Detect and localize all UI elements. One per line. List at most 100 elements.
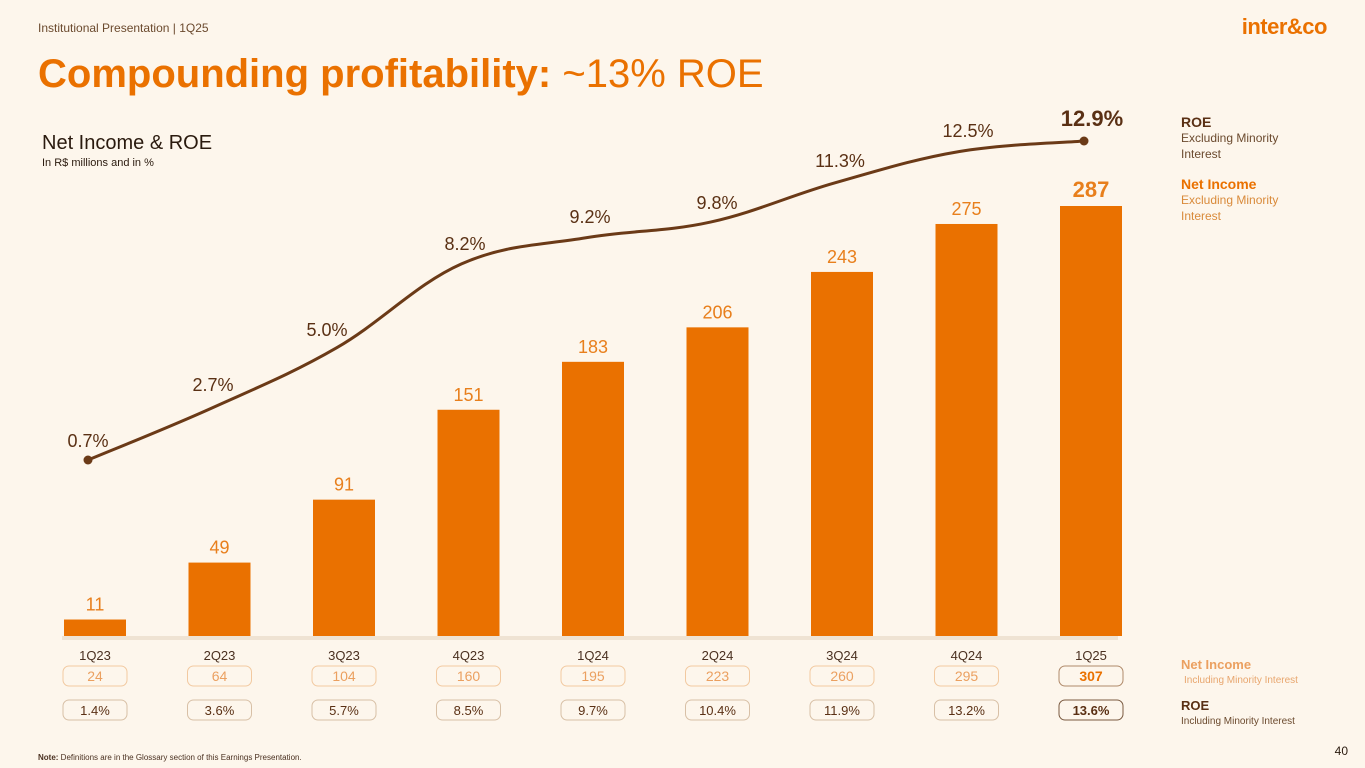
ni-incl-box-3Q24 <box>809 665 875 687</box>
roe-label-2Q23: 2.7% <box>192 375 233 395</box>
roe-label-3Q24: 11.3% <box>815 151 865 171</box>
roe-incl-value-1Q23: 1.4% <box>80 703 110 718</box>
category-label-1Q25: 1Q25 <box>1075 648 1107 663</box>
chart-subtitle: In R$ millions and in % <box>42 157 154 169</box>
legend-net-income-excluding: Net Income Excluding Minority Interest <box>1181 176 1301 224</box>
ni-incl-box-2Q23 <box>187 665 252 687</box>
footnote: Note: Definitions are in the Glossary se… <box>38 753 302 762</box>
roe-incl-box-3Q24 <box>809 699 875 721</box>
ni-incl-value-4Q23: 160 <box>457 668 481 684</box>
category-label-1Q23: 1Q23 <box>79 648 111 663</box>
bar-3Q24 <box>811 271 873 636</box>
page-title: Compounding profitability: ~13% ROE <box>38 52 764 97</box>
roe-incl-box-2Q23 <box>187 699 252 721</box>
bar-1Q23 <box>64 619 126 636</box>
legend-net-income-including-label: Net Income <box>1181 657 1252 672</box>
bar-label-2Q24: 206 <box>702 302 732 322</box>
footnote-text: Definitions are in the Glossary section … <box>58 753 302 762</box>
roe-incl-box-2Q24 <box>685 699 750 721</box>
chart-title: Net Income & ROE <box>42 132 213 154</box>
roe-incl-box-3Q23 <box>311 699 377 721</box>
page-title-bold: Compounding profitability: <box>38 52 552 96</box>
ni-incl-box-1Q24 <box>560 665 626 687</box>
bar-4Q23 <box>437 409 500 636</box>
roe-incl-box-1Q24 <box>560 699 626 721</box>
category-label-4Q24: 4Q24 <box>951 648 983 663</box>
x-axis-baseline <box>62 636 1118 640</box>
bar-label-3Q23: 91 <box>334 475 354 495</box>
bar-label-4Q24: 275 <box>951 199 981 219</box>
brand-logo: inter&co <box>1241 14 1328 39</box>
roe-incl-value-3Q24: 11.9% <box>824 703 860 718</box>
roe-label-2Q24: 9.8% <box>696 193 737 213</box>
roe-label-1Q25: 12.9% <box>1061 106 1123 131</box>
ni-incl-box-4Q23 <box>436 665 501 687</box>
ni-incl-box-1Q23 <box>62 665 128 687</box>
ni-incl-value-4Q24: 295 <box>955 668 979 684</box>
ni-incl-value-3Q24: 260 <box>830 668 854 684</box>
page-title-light: ~13% ROE <box>551 52 764 96</box>
ni-incl-value-2Q24: 223 <box>706 668 730 684</box>
footnote-label: Note: <box>38 753 59 762</box>
legend-roe-excluding-desc: Excluding Minority Interest <box>1181 131 1279 161</box>
category-label-3Q24: 3Q24 <box>826 648 858 663</box>
roe-incl-value-4Q24: 13.2% <box>948 703 985 718</box>
roe-label-3Q23: 5.0% <box>306 320 347 340</box>
roe-point-start <box>83 455 93 465</box>
ni-incl-box-2Q24 <box>685 665 750 687</box>
roe-incl-value-2Q23: 3.6% <box>205 703 235 718</box>
ni-incl-box-3Q23 <box>311 665 377 687</box>
bar-1Q24 <box>562 361 624 636</box>
bar-4Q24 <box>935 223 998 636</box>
category-label-2Q23: 2Q23 <box>204 648 236 663</box>
legend-roe-including: ROE Including Minority Interest <box>1181 698 1295 730</box>
ni-incl-value-1Q25: 307 <box>1079 668 1103 684</box>
legend-roe-including-desc: Including Minority Interest <box>1181 716 1295 727</box>
roe-incl-box-1Q23 <box>62 699 128 721</box>
ni-incl-value-1Q24: 195 <box>581 668 605 684</box>
bar-label-4Q23: 151 <box>453 385 483 405</box>
ni-incl-value-2Q23: 64 <box>212 668 228 684</box>
bar-label-3Q24: 243 <box>827 247 857 267</box>
legend-net-income-including: Net Income Including Minority Interest <box>1181 657 1298 689</box>
roe-label-4Q23: 8.2% <box>444 234 485 254</box>
roe-incl-value-1Q24: 9.7% <box>578 703 608 718</box>
presentation-header: Institutional Presentation | 1Q25 <box>38 21 209 35</box>
bar-label-2Q23: 49 <box>209 538 229 558</box>
roe-label-1Q24: 9.2% <box>569 207 610 227</box>
roe-line <box>87 139 1085 462</box>
ni-incl-box-4Q24 <box>934 665 999 687</box>
roe-point-end <box>1079 136 1089 146</box>
page-number: 40 <box>1334 744 1348 758</box>
roe-label-1Q23: 0.7% <box>67 431 108 451</box>
roe-incl-value-4Q23: 8.5% <box>454 703 484 718</box>
bar-3Q23 <box>313 499 375 636</box>
legend-roe-excluding-label: ROE <box>1181 114 1212 130</box>
bar-label-1Q24: 183 <box>578 337 608 357</box>
bar-2Q23 <box>188 562 251 636</box>
roe-incl-box-1Q25 <box>1058 699 1124 721</box>
roe-incl-value-2Q24: 10.4% <box>699 703 736 718</box>
roe-incl-box-4Q23 <box>436 699 501 721</box>
category-label-3Q23: 3Q23 <box>328 648 360 663</box>
legend-net-income-excluding-label: Net Income <box>1181 176 1257 192</box>
category-label-2Q24: 2Q24 <box>702 648 734 663</box>
ni-incl-box-1Q25 <box>1058 665 1124 687</box>
bar-label-1Q25: 287 <box>1073 177 1110 202</box>
roe-incl-value-1Q25: 13.6% <box>1073 703 1110 718</box>
ni-incl-value-1Q23: 24 <box>87 668 103 684</box>
legend-roe-including-label: ROE <box>1181 698 1210 713</box>
legend-net-income-excluding-desc: Excluding Minority Interest <box>1181 193 1279 223</box>
legend-roe-excluding: ROE Excluding Minority Interest <box>1181 114 1301 162</box>
ni-incl-value-3Q23: 104 <box>332 668 356 684</box>
roe-incl-value-3Q23: 5.7% <box>329 703 359 718</box>
legend-net-income-including-desc: Including Minority Interest <box>1184 675 1298 686</box>
roe-label-4Q24: 12.5% <box>942 121 993 141</box>
category-label-1Q24: 1Q24 <box>577 648 609 663</box>
bar-1Q25 <box>1060 206 1122 636</box>
bar-label-1Q23: 11 <box>86 595 105 615</box>
roe-incl-box-4Q24 <box>934 699 999 721</box>
bar-2Q24 <box>686 327 749 636</box>
category-label-4Q23: 4Q23 <box>453 648 485 663</box>
